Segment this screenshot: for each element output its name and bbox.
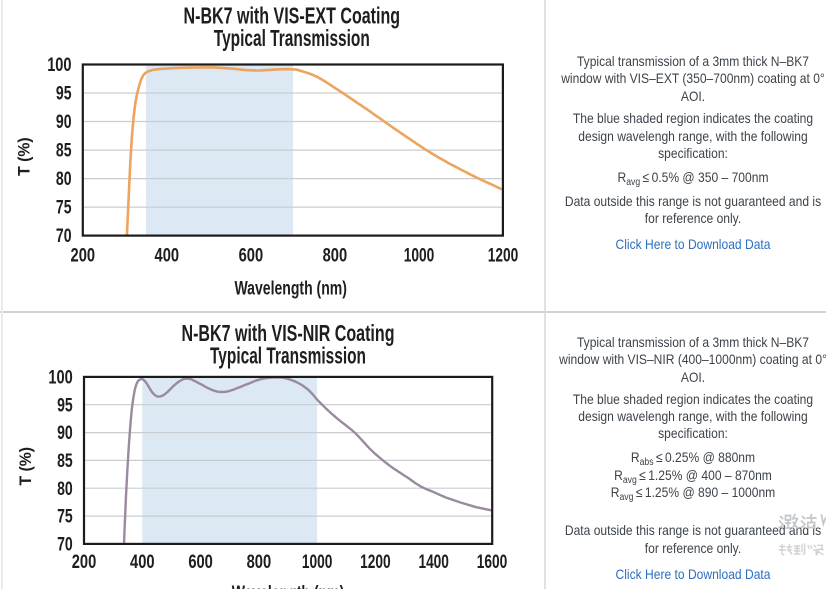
svg-text:Typical Transmission: Typical Transmission [214, 25, 370, 51]
svg-text:N-BK7 with VIS-NIR Coating: N-BK7 with VIS-NIR Coating [182, 320, 395, 346]
svg-text:800: 800 [247, 552, 272, 573]
svg-text:T (%): T (%) [14, 137, 33, 176]
svg-text:1000: 1000 [302, 552, 333, 573]
svg-text:1400: 1400 [418, 552, 449, 573]
svg-text:600: 600 [239, 245, 264, 266]
svg-text:200: 200 [72, 552, 97, 573]
svg-text:600: 600 [188, 552, 213, 573]
svg-text:80: 80 [56, 169, 72, 190]
svg-text:90: 90 [56, 112, 72, 133]
svg-text:85: 85 [57, 451, 73, 472]
svg-text:1600: 1600 [477, 552, 508, 573]
svg-text:95: 95 [56, 84, 72, 105]
svg-text:100: 100 [47, 55, 71, 76]
svg-text:80: 80 [57, 479, 73, 500]
svg-text:95: 95 [57, 395, 73, 416]
svg-text:400: 400 [130, 552, 155, 573]
svg-text:75: 75 [57, 507, 73, 528]
svg-text:90: 90 [57, 423, 73, 444]
svg-text:85: 85 [56, 141, 72, 162]
svg-text:1200: 1200 [360, 552, 391, 573]
svg-text:70: 70 [56, 226, 72, 247]
svg-text:N-BK7 with VIS-EXT Coating: N-BK7 with VIS-EXT Coating [184, 3, 401, 29]
svg-text:400: 400 [155, 245, 180, 266]
svg-text:Wavelength (nm): Wavelength (nm) [232, 583, 345, 589]
svg-text:T (%): T (%) [16, 447, 35, 486]
svg-text:75: 75 [56, 198, 72, 219]
svg-text:200: 200 [71, 245, 96, 266]
svg-text:100: 100 [48, 368, 72, 389]
svg-text:Wavelength (nm): Wavelength (nm) [234, 278, 347, 299]
svg-text:1200: 1200 [488, 245, 519, 266]
svg-text:70: 70 [57, 535, 73, 556]
svg-text:Typical Transmission: Typical Transmission [210, 343, 366, 369]
svg-text:800: 800 [323, 245, 348, 266]
svg-text:1000: 1000 [404, 245, 435, 266]
